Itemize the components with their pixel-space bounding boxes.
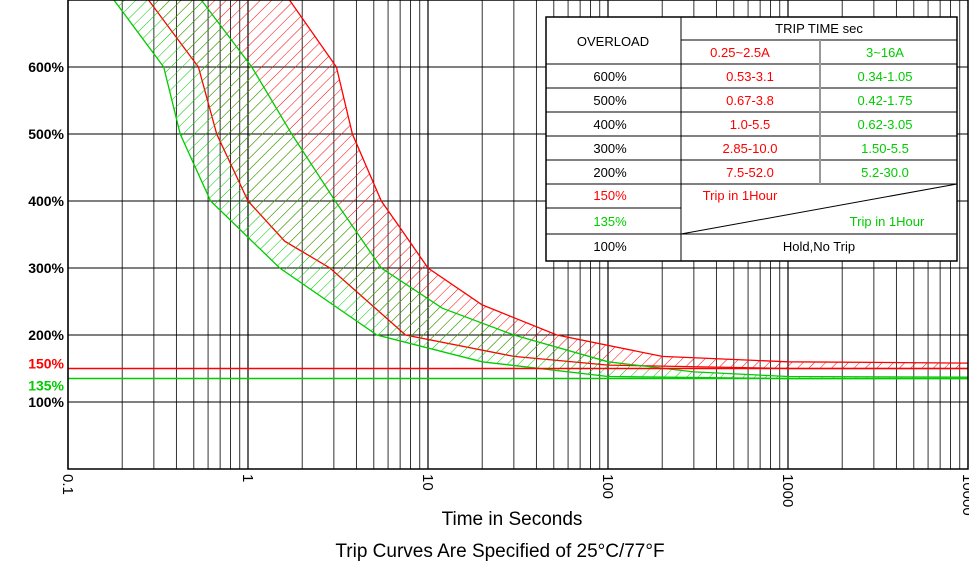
plot-frame bbox=[67, 0, 969, 470]
table-row-overload: 400% bbox=[593, 117, 627, 132]
table-row-red-time: 2.85-10.0 bbox=[723, 141, 778, 156]
table-row-red-time: 0.53-3.1 bbox=[726, 69, 774, 84]
band-upper-edge-0 bbox=[288, 0, 968, 364]
reference-label-135: 135% bbox=[28, 378, 64, 394]
trip-bands bbox=[113, 0, 968, 380]
table-row-green-time: 5.2-30.0 bbox=[861, 165, 909, 180]
y-tick-label: 100% bbox=[28, 394, 64, 410]
table-row-red-time: 1.0-5.5 bbox=[730, 117, 770, 132]
y-tick-label: 600% bbox=[28, 59, 64, 75]
table-row-green-time: 0.42-1.75 bbox=[858, 93, 913, 108]
reference-label-150: 150% bbox=[28, 356, 64, 372]
table-row-red-time: 0.67-3.8 bbox=[726, 93, 774, 108]
table-row-green-time: 0.34-1.05 bbox=[858, 69, 913, 84]
x-axis-title: Time in Seconds bbox=[442, 509, 583, 530]
table-row-overload: 300% bbox=[593, 141, 627, 156]
x-tick-label: 100 bbox=[599, 474, 616, 499]
table-row-green-time: 0.62-3.05 bbox=[858, 117, 913, 132]
y-tick-label: 300% bbox=[28, 260, 64, 276]
x-tick-label: 10 bbox=[419, 474, 436, 491]
table-row-green-time: 1.50-5.5 bbox=[861, 141, 909, 156]
table-row-150-text: Trip in 1Hour bbox=[703, 188, 778, 203]
y-tick-label: 500% bbox=[28, 126, 64, 142]
table-row-135-text: Trip in 1Hour bbox=[850, 214, 925, 229]
table-row-overload: 600% bbox=[593, 69, 627, 84]
table-header-overload: OVERLOAD bbox=[577, 34, 649, 49]
table-row-150-overload: 150% bbox=[593, 188, 627, 203]
x-tick-label: 0.1 bbox=[59, 474, 76, 495]
table-header-trip-time: TRIP TIME sec bbox=[775, 21, 863, 36]
x-tick-label: 1 bbox=[239, 474, 256, 482]
table-row-135-overload: 135% bbox=[593, 214, 627, 229]
y-tick-label: 400% bbox=[28, 193, 64, 209]
trip-band-1 bbox=[113, 0, 968, 379]
band-upper-edge-1 bbox=[200, 0, 968, 378]
trip-time-table: OVERLOAD TRIP TIME sec 0.25~2.5A 3~16A 6… bbox=[545, 16, 958, 262]
y-axis-ticks: 100% 200% 300% 400% 500% 600% bbox=[28, 59, 64, 410]
reference-lines: 150% 135% bbox=[28, 356, 968, 394]
table-row-overload: 500% bbox=[593, 93, 627, 108]
table-frame bbox=[545, 16, 958, 262]
y-tick-label: 200% bbox=[28, 327, 64, 343]
table-col-green: 3~16A bbox=[866, 45, 904, 60]
x-tick-label: 1000 bbox=[779, 474, 796, 507]
table-row-100-overload: 100% bbox=[593, 239, 627, 254]
table-row-red-time: 7.5-52.0 bbox=[726, 165, 774, 180]
x-tick-label: 10000 bbox=[959, 474, 969, 516]
band-lower-edge-1 bbox=[113, 0, 968, 380]
table-col-red: 0.25~2.5A bbox=[710, 45, 770, 60]
table-row-overload: 200% bbox=[593, 165, 627, 180]
chart-subtitle: Trip Curves Are Specified of 25°C/77°F bbox=[335, 541, 664, 562]
x-axis-ticks: 0.1 1 10 100 1000 10000 bbox=[59, 474, 969, 516]
table-row-100-text: Hold,No Trip bbox=[783, 239, 855, 254]
